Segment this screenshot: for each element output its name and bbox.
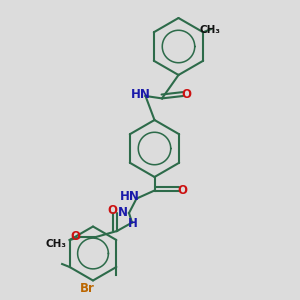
Text: HN: HN <box>120 190 140 203</box>
Text: N: N <box>117 206 128 220</box>
Text: Br: Br <box>80 281 95 295</box>
Text: H: H <box>128 217 137 230</box>
Text: CH₃: CH₃ <box>46 238 67 249</box>
Text: O: O <box>181 88 191 101</box>
Text: O: O <box>70 230 81 244</box>
Text: O: O <box>177 184 188 197</box>
Text: O: O <box>107 204 118 218</box>
Text: HN: HN <box>131 88 151 101</box>
Text: CH₃: CH₃ <box>200 25 220 35</box>
